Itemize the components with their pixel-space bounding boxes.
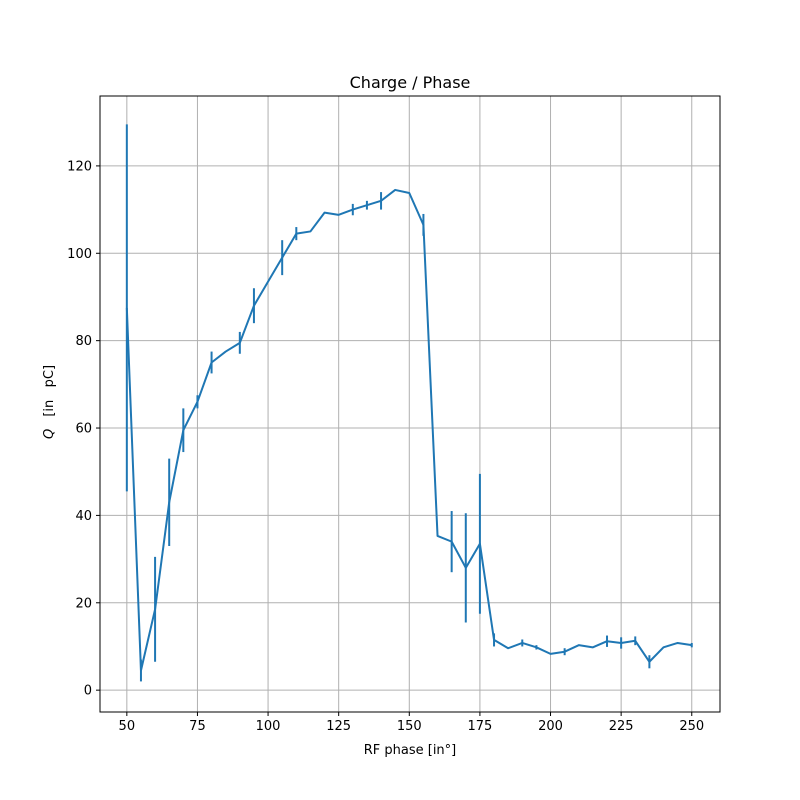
x-tick-label: 225 (609, 719, 634, 734)
y-axis-label: Q [in pC] (42, 365, 57, 439)
plot-frame (99, 95, 721, 713)
x-tick-label: 200 (538, 719, 563, 734)
y-axis-symbol: Q (42, 429, 57, 439)
chart-title: Charge / Phase (350, 73, 471, 92)
y-tick-label: 100 (67, 247, 92, 262)
x-tick-label: 175 (467, 719, 492, 734)
series (125, 124, 693, 682)
y-tick-label: 120 (67, 159, 92, 174)
ticks: 50 75 100 125 150 175 200 225 250 0 20 40 60 80 100 120 (67, 159, 704, 734)
x-tick-label: 250 (679, 719, 704, 734)
x-tick-label: 75 (189, 719, 206, 734)
x-tick-label: 150 (397, 719, 422, 734)
grid (100, 96, 720, 712)
y-axis-unit: [in pC] (42, 365, 57, 417)
series-line (125, 188, 692, 672)
y-tick-label: 40 (75, 509, 92, 524)
svg-text:Q [in pC]: Q [in pC] (42, 365, 57, 439)
x-axis-label: RF phase [in°] (364, 743, 457, 758)
x-tick-label: 50 (119, 719, 136, 734)
y-tick-label: 80 (75, 334, 92, 349)
x-tick-label: 100 (256, 719, 281, 734)
y-tick-label: 20 (75, 596, 92, 611)
y-tick-label: 60 (75, 422, 92, 437)
x-tick-label: 125 (326, 719, 351, 734)
y-tick-label: 0 (84, 684, 92, 699)
